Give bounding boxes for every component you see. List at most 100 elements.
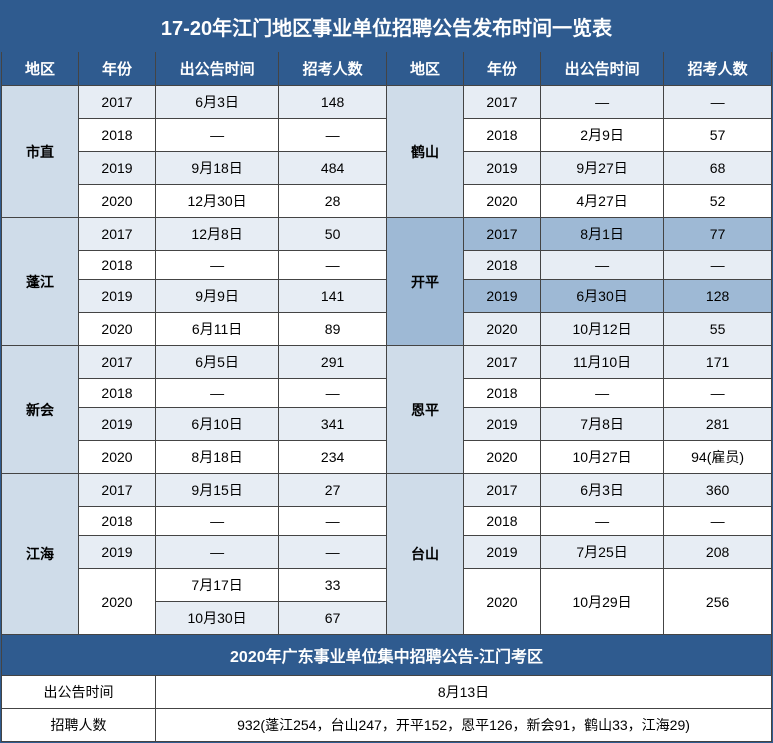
col-header: 招考人数 <box>279 52 387 86</box>
col-header: 地区 <box>386 52 463 86</box>
count-cell: — <box>664 379 772 408</box>
count-cell: 360 <box>664 474 772 507</box>
year-cell: 2018 <box>463 251 540 280</box>
time-cell: 9月18日 <box>156 152 279 185</box>
time-cell: — <box>540 86 663 119</box>
year-cell: 2019 <box>79 536 156 569</box>
subtitle: 2020年广东事业单位集中招聘公告-江门考区 <box>2 635 772 676</box>
time-cell: 12月30日 <box>156 185 279 218</box>
count-cell: — <box>279 379 387 408</box>
count-cell: 77 <box>664 218 772 251</box>
time-cell: — <box>540 379 663 408</box>
time-cell: 10月27日 <box>540 441 663 474</box>
time-cell: 8月1日 <box>540 218 663 251</box>
year-cell: 2017 <box>79 218 156 251</box>
count-cell: — <box>664 251 772 280</box>
year-cell: 2017 <box>463 346 540 379</box>
year-cell: 2020 <box>79 569 156 635</box>
year-cell: 2020 <box>79 313 156 346</box>
count-cell: — <box>279 251 387 280</box>
region-cell: 鹤山 <box>386 86 463 218</box>
time-cell: 4月27日 <box>540 185 663 218</box>
time-cell: 9月9日 <box>156 280 279 313</box>
count-cell: 89 <box>279 313 387 346</box>
time-cell: 7月17日 <box>156 569 279 602</box>
year-cell: 2020 <box>79 185 156 218</box>
year-cell: 2019 <box>79 152 156 185</box>
table-title: 17-20年江门地区事业单位招聘公告发布时间一览表 <box>2 2 772 52</box>
year-cell: 2018 <box>79 119 156 152</box>
time-cell: — <box>540 507 663 536</box>
count-cell: 484 <box>279 152 387 185</box>
time-cell: 6月10日 <box>156 408 279 441</box>
year-cell: 2018 <box>79 507 156 536</box>
year-cell: 2017 <box>79 346 156 379</box>
year-cell: 2019 <box>463 408 540 441</box>
region-cell: 开平 <box>386 218 463 346</box>
year-cell: 2020 <box>463 441 540 474</box>
time-cell: 10月12日 <box>540 313 663 346</box>
count-cell: 128 <box>664 280 772 313</box>
time-cell: 6月3日 <box>156 86 279 119</box>
time-cell: — <box>156 251 279 280</box>
count-cell: — <box>664 86 772 119</box>
time-cell: 6月3日 <box>540 474 663 507</box>
time-cell: — <box>540 251 663 280</box>
year-cell: 2017 <box>463 218 540 251</box>
year-cell: 2020 <box>463 185 540 218</box>
time-cell: 10月30日 <box>156 602 279 635</box>
region-cell: 台山 <box>386 474 463 635</box>
time-cell: 6月5日 <box>156 346 279 379</box>
count-cell: — <box>279 119 387 152</box>
year-cell: 2020 <box>463 313 540 346</box>
count-cell: 341 <box>279 408 387 441</box>
time-cell: 10月29日 <box>540 569 663 635</box>
count-cell: 94(雇员) <box>664 441 772 474</box>
time-cell: — <box>156 536 279 569</box>
year-cell: 2018 <box>79 251 156 280</box>
footer-time-label: 出公告时间 <box>2 676 156 709</box>
count-cell: — <box>664 507 772 536</box>
count-cell: 27 <box>279 474 387 507</box>
time-cell: — <box>156 379 279 408</box>
col-header: 年份 <box>79 52 156 86</box>
count-cell: 208 <box>664 536 772 569</box>
year-cell: 2017 <box>79 474 156 507</box>
count-cell: — <box>279 536 387 569</box>
region-cell: 市直 <box>2 86 79 218</box>
year-cell: 2019 <box>79 280 156 313</box>
year-cell: 2019 <box>463 280 540 313</box>
count-cell: — <box>279 507 387 536</box>
year-cell: 2020 <box>463 569 540 635</box>
count-cell: 234 <box>279 441 387 474</box>
time-cell: 12月8日 <box>156 218 279 251</box>
count-cell: 141 <box>279 280 387 313</box>
recruitment-table: 17-20年江门地区事业单位招聘公告发布时间一览表地区年份出公告时间招考人数地区… <box>1 1 772 742</box>
year-cell: 2019 <box>463 152 540 185</box>
count-cell: 28 <box>279 185 387 218</box>
time-cell: 7月25日 <box>540 536 663 569</box>
col-header: 出公告时间 <box>540 52 663 86</box>
count-cell: 50 <box>279 218 387 251</box>
footer-count-value: 932(蓬江254，台山247，开平152，恩平126，新会91，鹤山33，江海… <box>156 709 772 742</box>
time-cell: 2月9日 <box>540 119 663 152</box>
year-cell: 2018 <box>463 119 540 152</box>
count-cell: 52 <box>664 185 772 218</box>
region-cell: 新会 <box>2 346 79 474</box>
count-cell: 171 <box>664 346 772 379</box>
region-cell: 江海 <box>2 474 79 635</box>
col-header: 招考人数 <box>664 52 772 86</box>
year-cell: 2019 <box>463 536 540 569</box>
year-cell: 2018 <box>79 379 156 408</box>
time-cell: 8月18日 <box>156 441 279 474</box>
col-header: 出公告时间 <box>156 52 279 86</box>
time-cell: 7月8日 <box>540 408 663 441</box>
count-cell: 281 <box>664 408 772 441</box>
year-cell: 2017 <box>79 86 156 119</box>
region-cell: 恩平 <box>386 346 463 474</box>
footer-count-label: 招聘人数 <box>2 709 156 742</box>
year-cell: 2017 <box>463 86 540 119</box>
col-header: 地区 <box>2 52 79 86</box>
year-cell: 2019 <box>79 408 156 441</box>
footer-time-value: 8月13日 <box>156 676 772 709</box>
